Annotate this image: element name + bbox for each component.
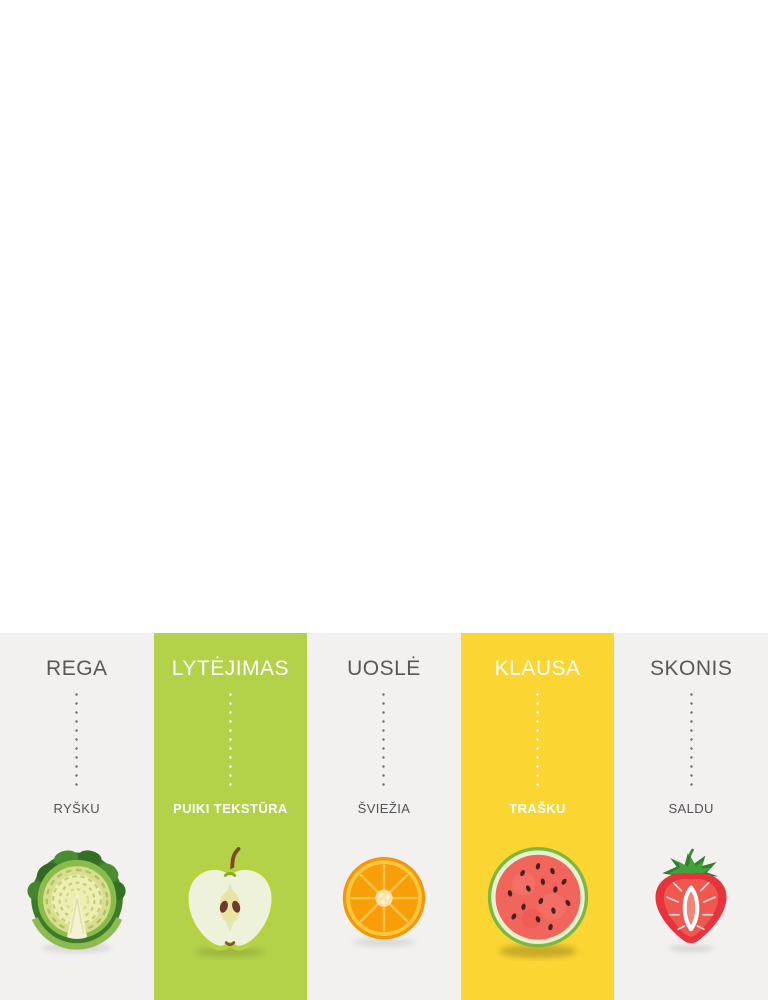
sense-title: KLAUSA bbox=[494, 657, 581, 680]
dotted-connector-line bbox=[689, 690, 693, 791]
dotted-connector-line bbox=[536, 690, 540, 791]
sense-title: SKONIS bbox=[649, 657, 733, 680]
sense-title: UOSLĖ bbox=[347, 657, 421, 680]
sense-title: LYTĖJIMAS bbox=[171, 657, 290, 680]
sense-subtitle: RYŠKU bbox=[53, 801, 101, 816]
sense-subtitle: ŠVIEŽIA bbox=[357, 801, 411, 816]
sense-subtitle: PUIKI TEKSTŪRA bbox=[173, 801, 288, 816]
watermelon-slice-image bbox=[483, 839, 593, 965]
sense-column-skonis: SKONIS SALDU bbox=[614, 633, 768, 1000]
sense-column-rega: REGA RYŠKU bbox=[0, 633, 154, 1000]
sense-title: REGA bbox=[46, 657, 108, 680]
cabbage-image bbox=[22, 839, 132, 965]
dotted-connector-line bbox=[75, 690, 79, 791]
sense-subtitle: SALDU bbox=[668, 801, 714, 816]
strawberry-half-image bbox=[643, 839, 739, 965]
dotted-connector-line bbox=[228, 690, 232, 791]
green-apple-image bbox=[178, 839, 282, 965]
sense-column-lytejimas: LYTĖJIMAS PUIKI TEKSTŪRA bbox=[153, 633, 308, 1000]
dotted-connector-line bbox=[382, 690, 386, 791]
sense-column-klausa: KLAUSA TRAŠKU bbox=[460, 633, 615, 1000]
blank-header-area bbox=[0, 0, 768, 633]
sense-column-uosle: UOSLĖ ŠVIEŽIA bbox=[307, 633, 461, 1000]
five-senses-band: REGA RYŠKU bbox=[0, 633, 768, 1000]
sense-subtitle: TRAŠKU bbox=[509, 801, 566, 816]
orange-slice-image bbox=[338, 839, 430, 965]
